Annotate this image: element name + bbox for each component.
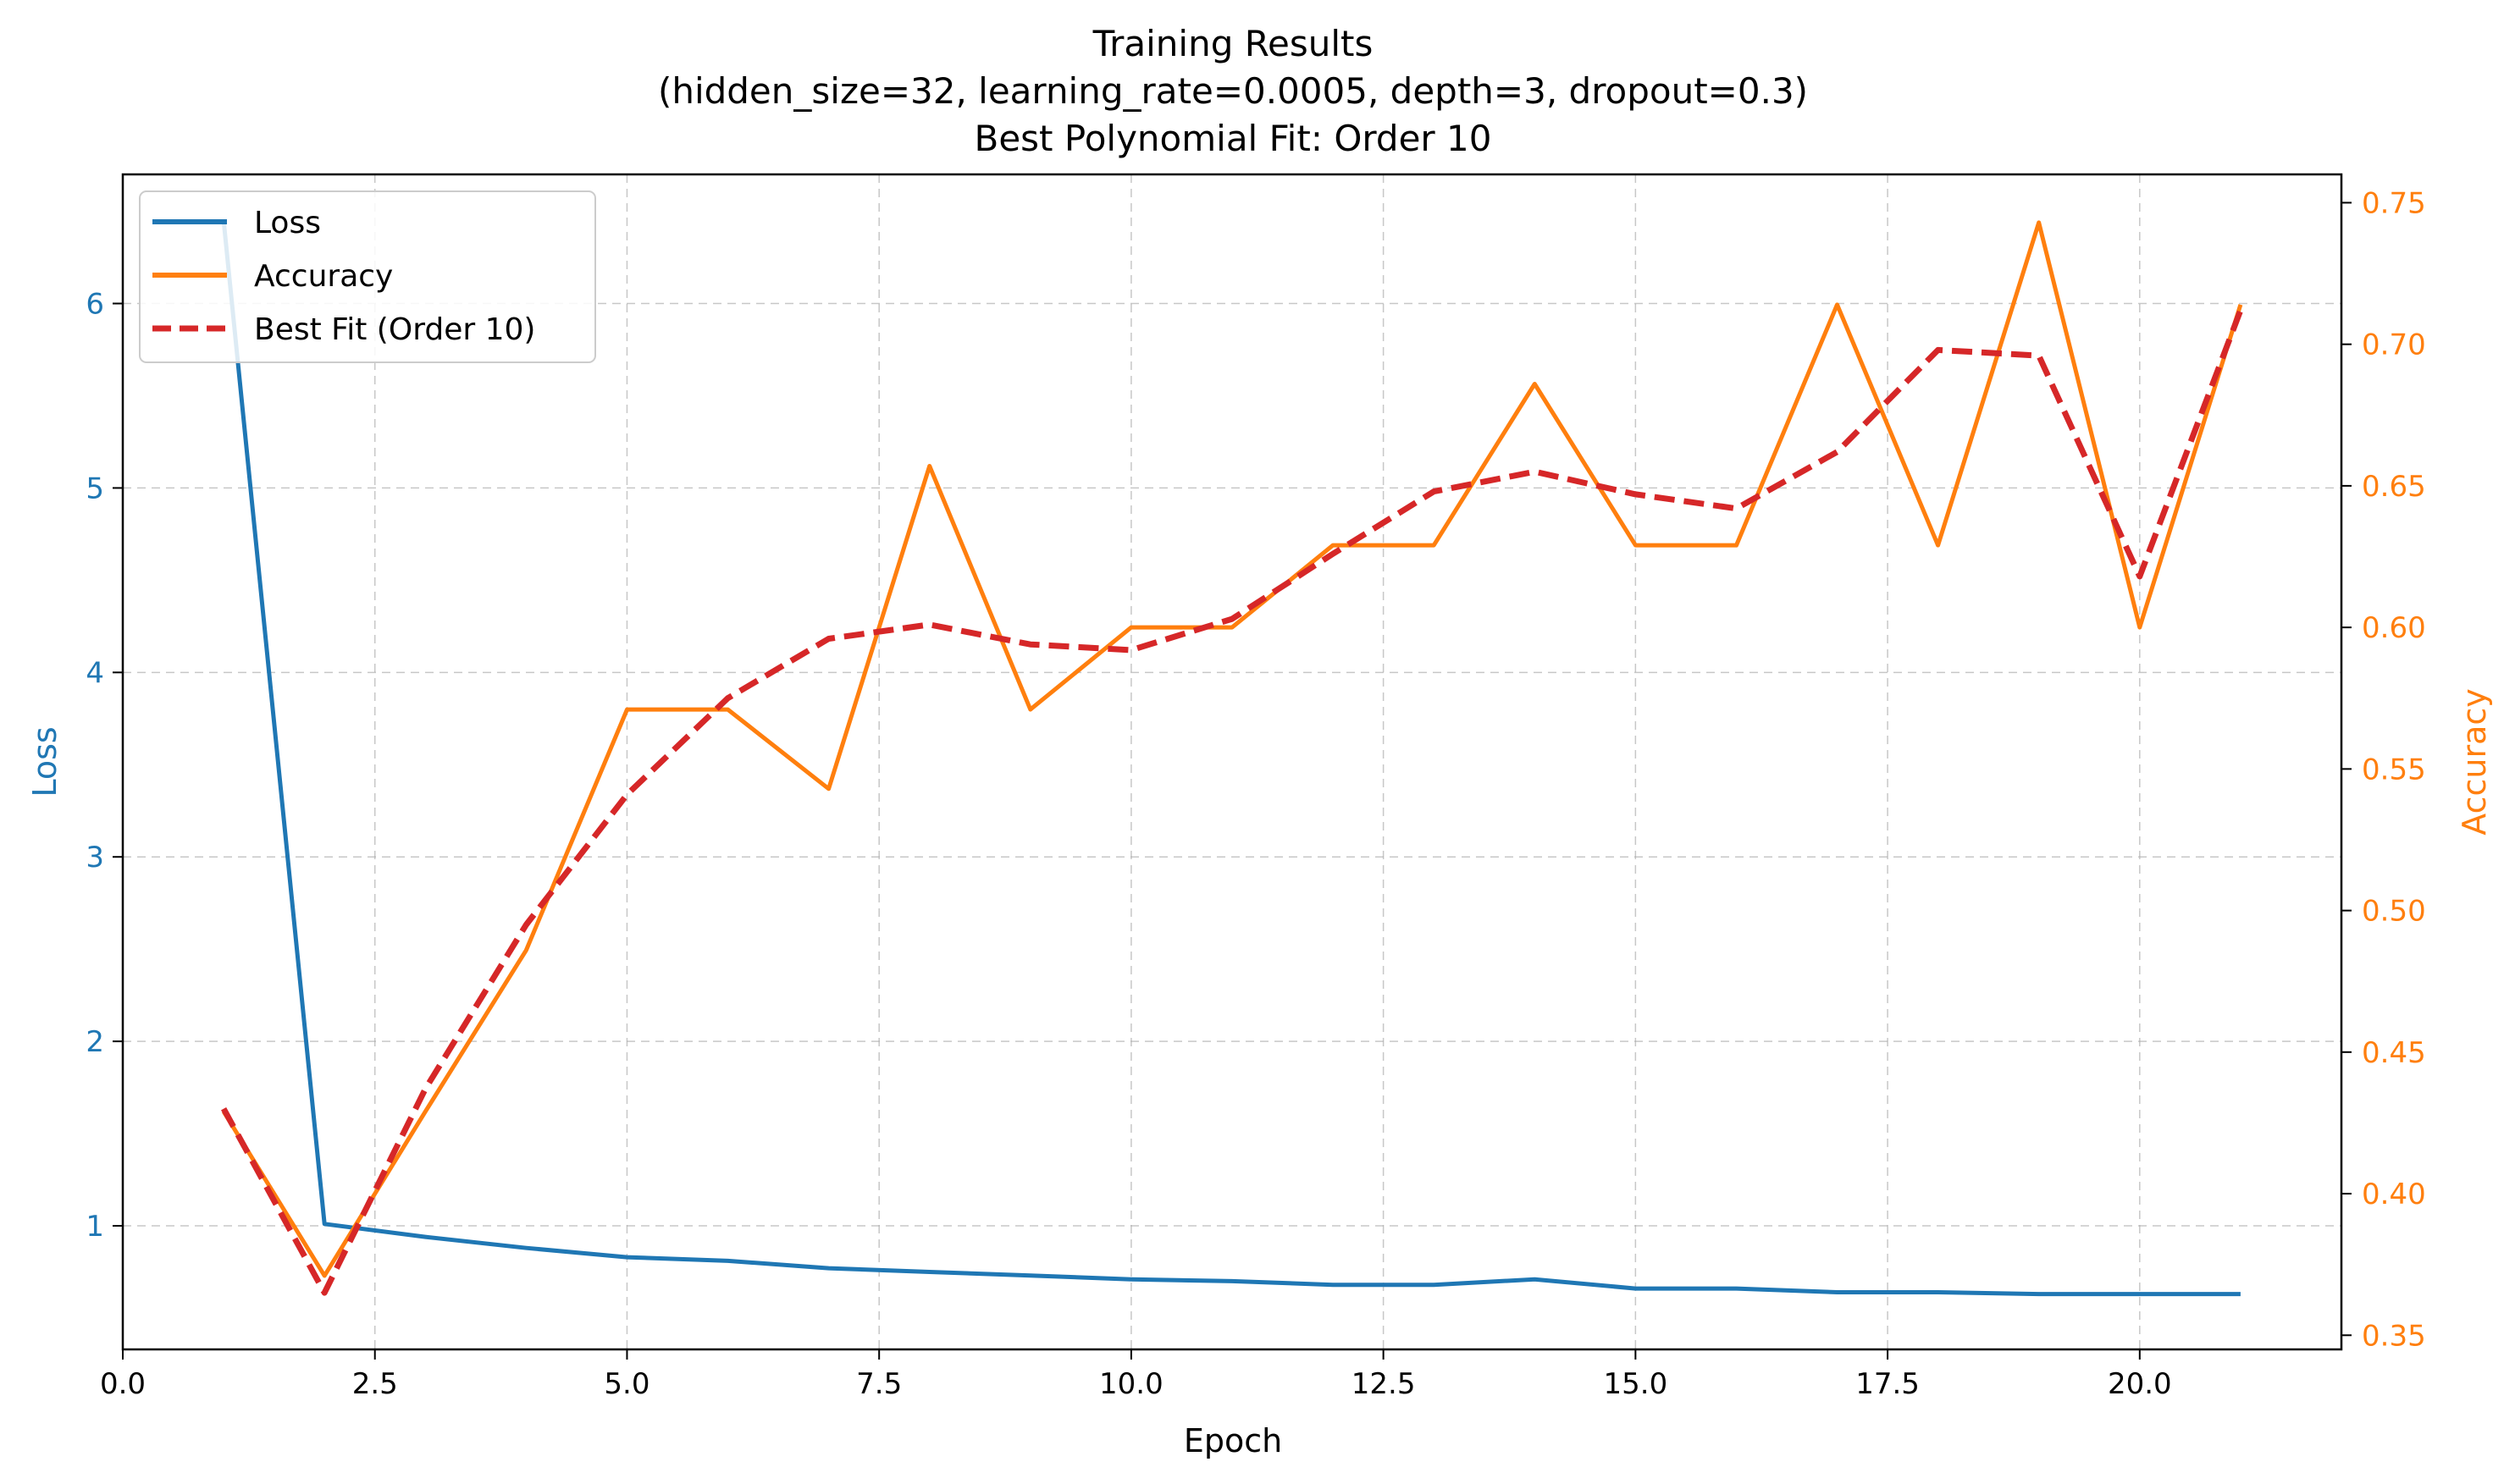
series-line-loss <box>221 220 2241 1297</box>
x-tick-label: 20.0 <box>2108 1367 2172 1401</box>
x-tick-label: 10.0 <box>1099 1367 1164 1401</box>
legend: Loss Accuracy Best Fit (Order 10) <box>139 190 596 363</box>
left-tick-label: 2 <box>86 1025 104 1059</box>
right-tick-label: 0.40 <box>2362 1178 2426 1211</box>
x-axis-label: Epoch <box>1184 1422 1282 1459</box>
left-axis-label: Loss <box>26 726 64 797</box>
legend-label-best-fit: Best Fit (Order 10) <box>254 312 535 347</box>
chart-title: Training Results <box>1092 23 1374 64</box>
right-tick-label: 0.55 <box>2362 753 2426 786</box>
series-line-best-fit-order-10 <box>221 309 2244 1296</box>
x-tick-label: 5.0 <box>604 1367 649 1401</box>
legend-box <box>139 190 596 363</box>
left-axis-ticks: 1 2 3 4 5 6 <box>86 288 123 1244</box>
x-tick-label: 2.5 <box>352 1367 398 1401</box>
right-tick-label: 0.65 <box>2362 470 2426 504</box>
right-tick-label: 0.75 <box>2362 186 2426 220</box>
series-lines <box>221 220 2244 1297</box>
x-axis-ticks: 0.0 2.5 5.0 7.5 10.0 12.5 15.0 17.5 20.0 <box>100 1349 2172 1401</box>
right-tick-label: 0.45 <box>2362 1036 2426 1070</box>
right-tick-label: 0.70 <box>2362 328 2426 362</box>
x-tick-label: 12.5 <box>1351 1367 1416 1401</box>
plot-frame <box>121 173 2343 1351</box>
chart-subtitle: (hidden_size=32, learning_rate=0.0005, d… <box>658 70 1808 112</box>
left-tick-label: 5 <box>86 472 104 505</box>
right-tick-label: 0.35 <box>2362 1319 2426 1353</box>
left-tick-label: 4 <box>86 656 104 690</box>
left-tick-label: 1 <box>86 1210 104 1244</box>
x-tick-label: 17.5 <box>1855 1367 1920 1401</box>
left-tick-label: 3 <box>86 841 104 874</box>
right-axis-label: Accuracy <box>2456 688 2493 836</box>
right-axis-ticks: 0.35 0.40 0.45 0.50 0.55 0.60 0.65 0.70 0.75 <box>2341 186 2426 1353</box>
grid <box>122 174 2341 1349</box>
series-line-accuracy <box>221 220 2243 1278</box>
right-tick-label: 0.60 <box>2362 611 2426 645</box>
x-tick-label: 7.5 <box>856 1367 902 1401</box>
legend-label-loss: Loss <box>254 206 321 240</box>
legend-label-accuracy: Accuracy <box>254 259 393 294</box>
right-tick-label: 0.50 <box>2362 895 2426 929</box>
left-tick-label: 6 <box>86 288 104 322</box>
x-tick-label: 15.0 <box>1604 1367 1668 1401</box>
x-tick-label: 0.0 <box>100 1367 146 1401</box>
chart-subtitle-fit: Best Polynomial Fit: Order 10 <box>975 118 1492 159</box>
